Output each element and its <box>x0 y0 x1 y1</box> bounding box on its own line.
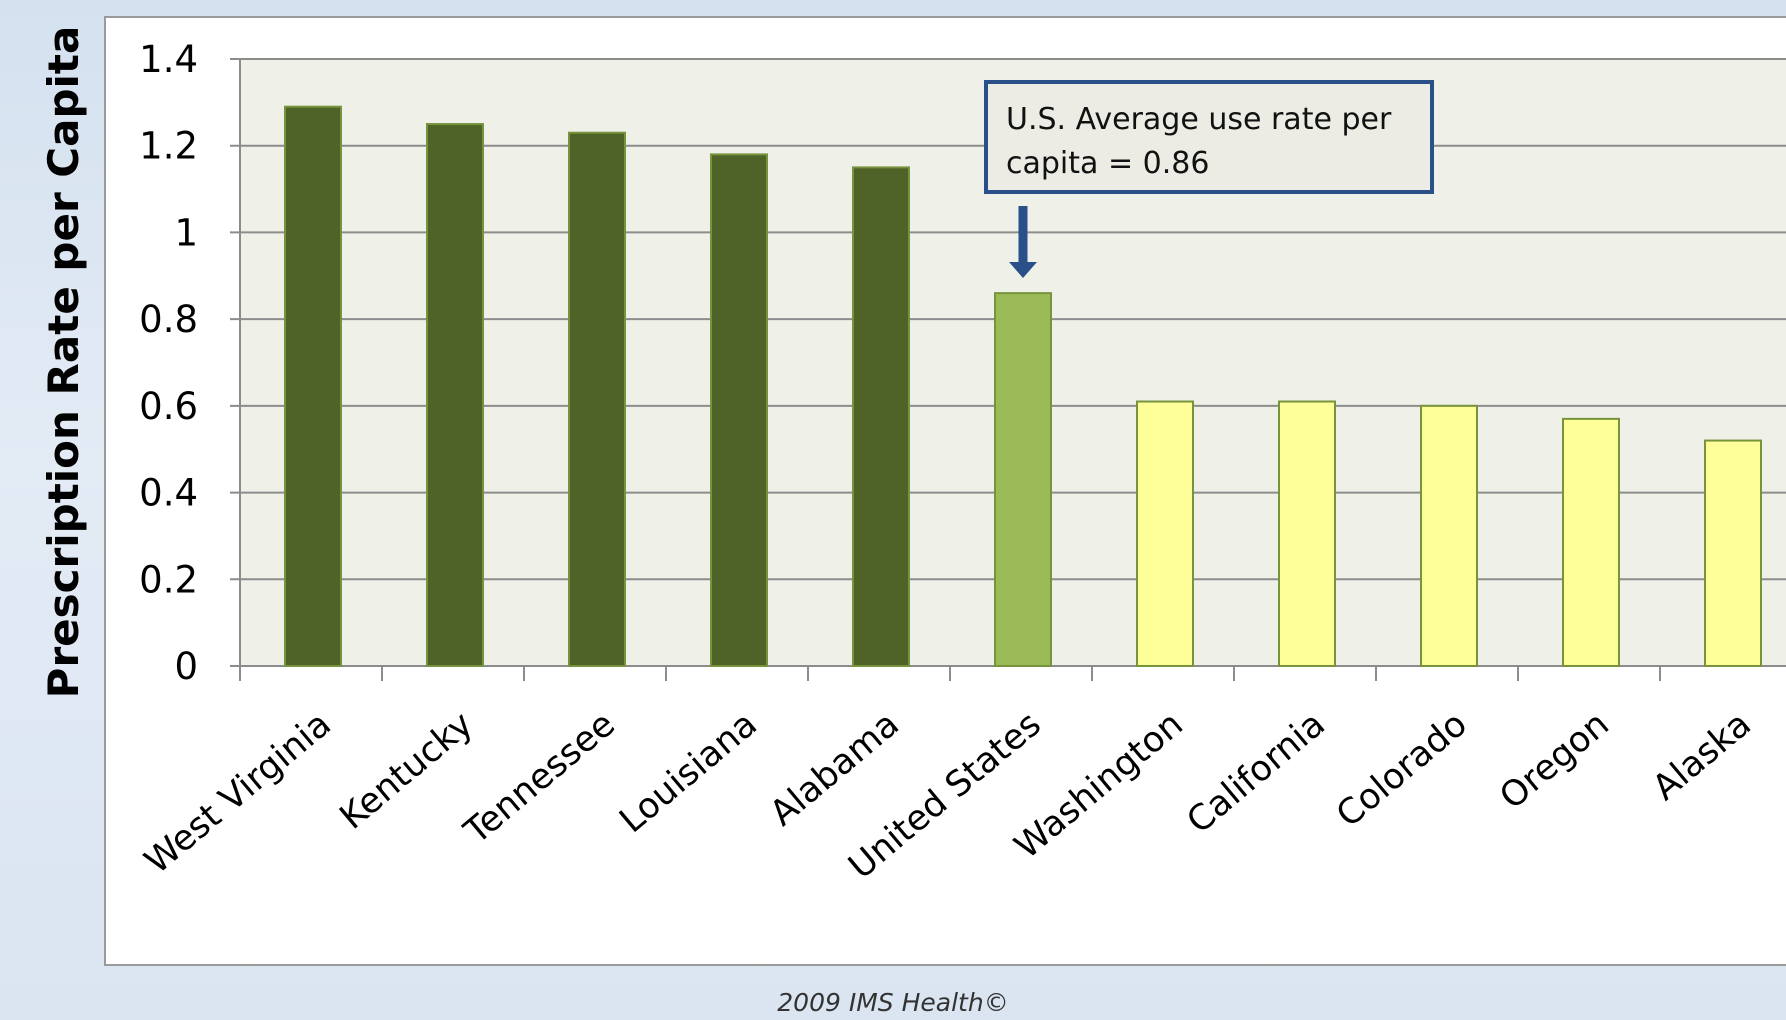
bar-colorado <box>1420 404 1478 667</box>
bar-tennessee <box>568 131 626 667</box>
x-tick-label: Louisiana <box>612 704 764 841</box>
x-tick-label: Colorado <box>1329 704 1475 835</box>
source-note: 2009 IMS Health© <box>777 988 1009 1017</box>
bar-west-virginia <box>284 105 342 667</box>
x-tick-label: California <box>1180 704 1333 841</box>
bar-california <box>1278 400 1336 667</box>
x-tick-label: Alaska <box>1645 704 1758 808</box>
bar-united-states <box>994 292 1052 667</box>
x-tick-label: Kentucky <box>333 704 481 837</box>
bar-oregon <box>1562 417 1620 667</box>
bar-kentucky <box>426 123 484 668</box>
bar-alaska <box>1704 439 1762 667</box>
x-tick-label: Tennessee <box>457 704 623 853</box>
y-tick-label: 1.2 <box>139 125 198 168</box>
x-tick-label: West Virginia <box>138 704 339 882</box>
bar-louisiana <box>710 153 768 667</box>
bar-washington <box>1136 400 1194 667</box>
y-tick-label: 0.2 <box>139 558 198 601</box>
y-tick-label: 0.4 <box>139 472 198 515</box>
x-tick-label: Alabama <box>763 704 907 834</box>
bar-alabama <box>852 166 910 667</box>
y-tick-label: 0.8 <box>139 298 198 341</box>
y-tick-label: 1.4 <box>139 38 198 81</box>
x-tick-label: Oregon <box>1493 704 1617 817</box>
y-axis-label: Prescription Rate per Capita <box>39 26 88 699</box>
y-tick-label: 1 <box>174 211 198 254</box>
callout-arrow-head <box>1009 262 1037 278</box>
y-tick-label: 0 <box>174 645 198 688</box>
y-tick-label: 0.6 <box>139 385 198 428</box>
us-average-callout: U.S. Average use rate per capita = 0.86 <box>984 80 1434 194</box>
